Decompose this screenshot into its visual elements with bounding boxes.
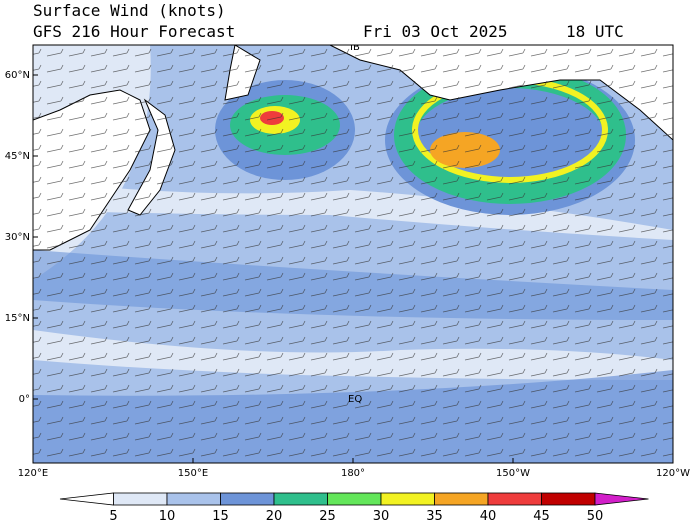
colorbar-label: 35 [426, 509, 443, 524]
colorbar-label: 25 [319, 509, 336, 524]
lon-label: 120°W [656, 468, 690, 479]
colorbar-segment [487, 492, 542, 506]
lat-label: 15°N [5, 313, 30, 324]
title: Surface Wind (knots) [33, 1, 226, 20]
lat-label: 0° [19, 394, 30, 405]
annotation: EQ [348, 394, 362, 405]
date: Fri 03 Oct 2025 [363, 22, 508, 41]
colorbar-label: 15 [212, 509, 229, 524]
colorbar-segment [434, 492, 489, 506]
lon-label: 150°W [496, 468, 530, 479]
colorbar-segment [59, 492, 114, 506]
time: 18 UTC [566, 22, 624, 41]
axes: 60°N 45°N 30°N 15°N 0° 120°E 150°E 180° 150°W 120… [5, 70, 690, 479]
colorbar-label: 50 [587, 509, 604, 524]
colorbar-label: 20 [266, 509, 283, 524]
map: IB EQ [33, 42, 673, 463]
lon-label: 180° [341, 468, 365, 479]
annotation: IB [350, 42, 360, 53]
subtitle: GFS 216 Hour Forecast [33, 22, 235, 41]
lon-label: 120°E [18, 468, 48, 479]
colorbar-label: 5 [109, 509, 117, 524]
wind-barbs [33, 45, 673, 463]
colorbar-segment [220, 492, 275, 506]
colorbar-label: 40 [480, 509, 497, 524]
colorbar-segment [327, 492, 382, 506]
colorbar: 5 10 15 20 25 30 35 40 45 50 [59, 492, 649, 524]
lon-label: 150°E [178, 468, 208, 479]
colorbar-label: 45 [533, 509, 550, 524]
colorbar-label: 10 [159, 509, 176, 524]
lat-label: 30°N [5, 232, 30, 243]
colorbar-segment [273, 492, 328, 506]
lat-label: 45°N [5, 151, 30, 162]
colorbar-segment [166, 492, 221, 506]
lat-label: 60°N [5, 70, 30, 81]
colorbar-segment [380, 492, 435, 506]
colorbar-segment [594, 492, 649, 506]
colorbar-segment [113, 492, 168, 506]
colorbar-label: 30 [373, 509, 390, 524]
colorbar-segment [541, 492, 596, 506]
